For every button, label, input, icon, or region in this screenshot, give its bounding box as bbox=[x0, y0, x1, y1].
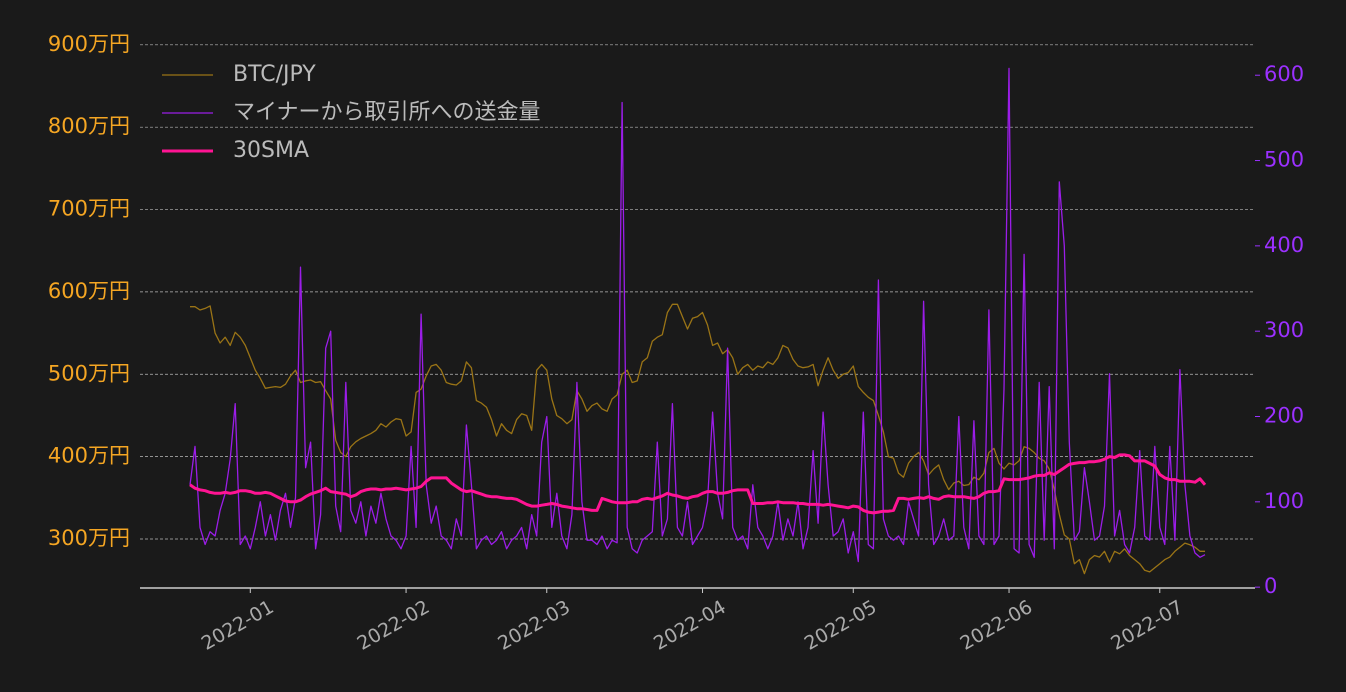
series-line bbox=[189, 67, 1206, 563]
y-tick-label: 500万円 bbox=[48, 361, 130, 385]
series-line bbox=[190, 303, 1205, 575]
y-tick-label: 600万円 bbox=[48, 279, 130, 303]
x-tick-label: 2022-04 bbox=[650, 596, 730, 655]
legend-label: 30SMA bbox=[233, 138, 309, 163]
x-tick-label: 2022-05 bbox=[801, 596, 881, 655]
y2-tick-label: 500 bbox=[1264, 148, 1304, 172]
y2-tick-label: 600 bbox=[1264, 62, 1304, 86]
x-tick-label: 2022-03 bbox=[494, 596, 574, 655]
x-tick-label: 2022-07 bbox=[1107, 596, 1187, 655]
y2-tick-label: 200 bbox=[1264, 404, 1304, 428]
y-tick-label: 300万円 bbox=[48, 526, 130, 550]
y-tick-label: 400万円 bbox=[48, 444, 130, 468]
y2-tick-label: 100 bbox=[1264, 489, 1304, 513]
y2-tick-label: 400 bbox=[1264, 233, 1304, 257]
legend-label: マイナーから取引所への送金量 bbox=[233, 100, 541, 125]
y-tick-label: 800万円 bbox=[48, 114, 130, 138]
x-tick-label: 2022-06 bbox=[957, 596, 1037, 655]
series-line bbox=[189, 453, 1207, 515]
y2-tick-label: 0 bbox=[1264, 574, 1277, 598]
y-tick-label: 900万円 bbox=[48, 32, 130, 56]
y-tick-label: 700万円 bbox=[48, 197, 130, 221]
y2-tick-label: 300 bbox=[1264, 318, 1304, 342]
legend-label: BTC/JPY bbox=[233, 62, 316, 87]
x-tick-label: 2022-01 bbox=[198, 596, 278, 655]
x-tick-label: 2022-02 bbox=[354, 596, 434, 655]
